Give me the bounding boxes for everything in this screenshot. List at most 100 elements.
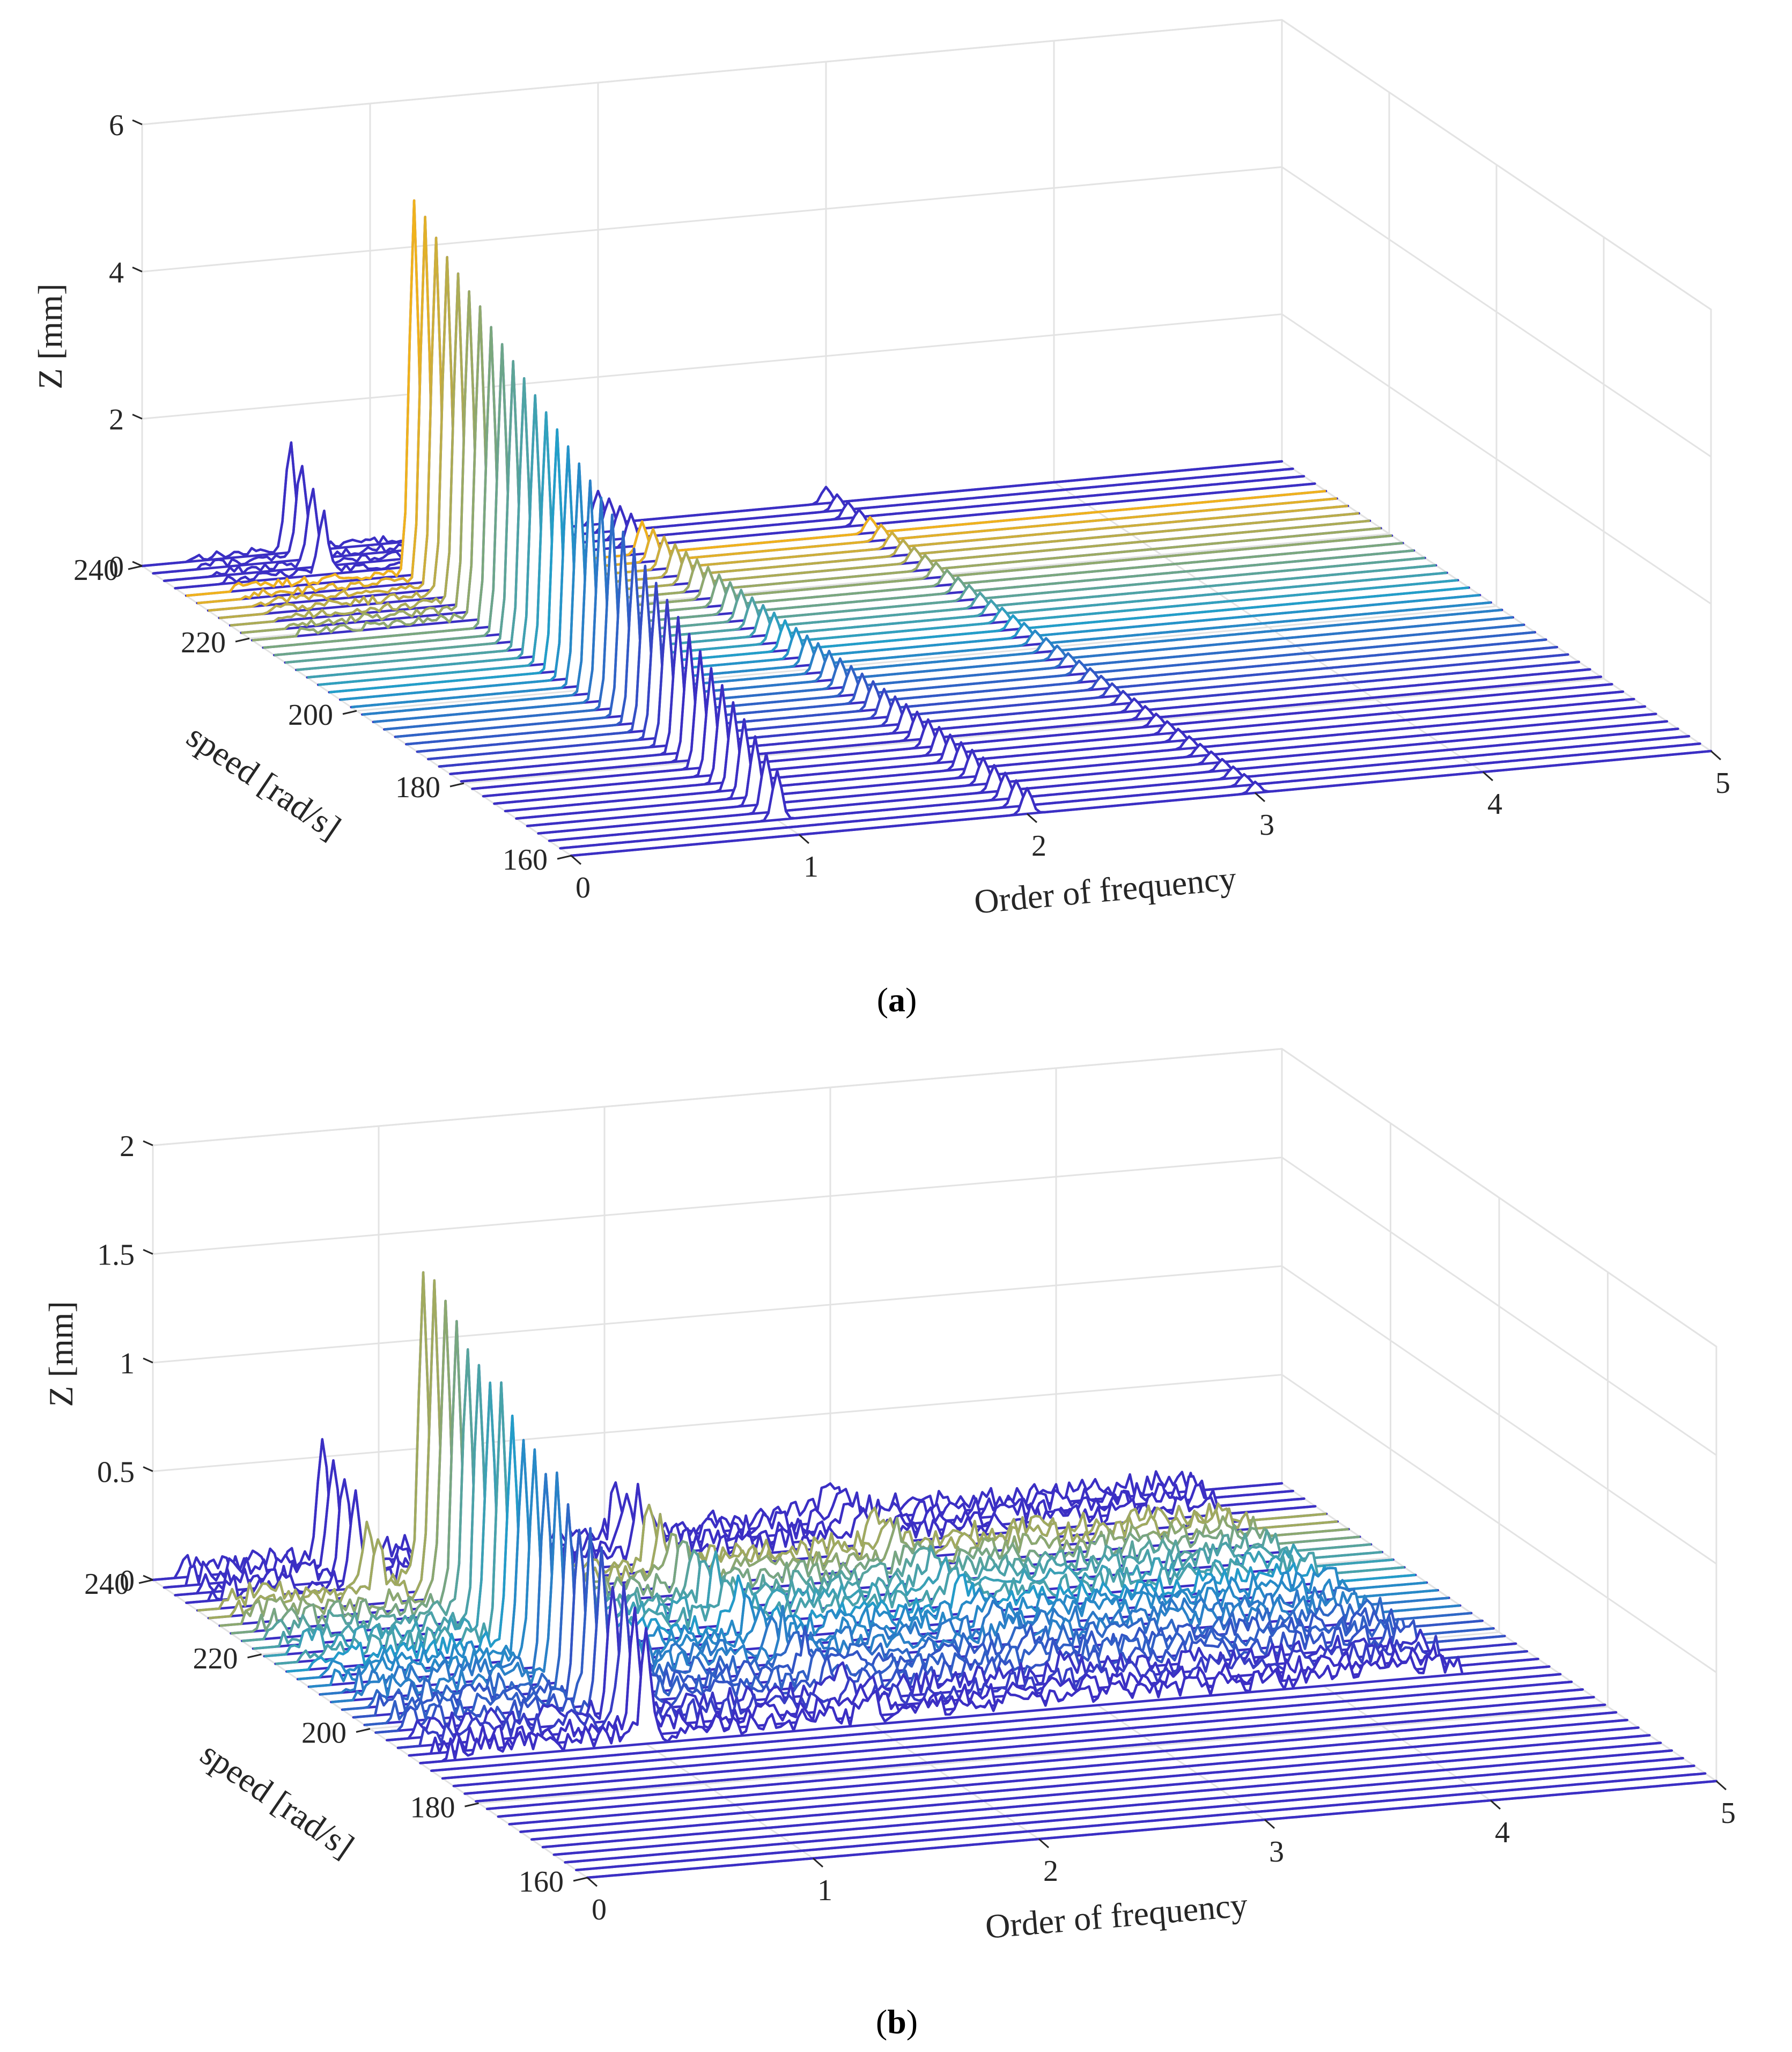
- waterfall-lines: [141, 199, 1713, 857]
- waterfall-trace-line: [340, 445, 1480, 701]
- waterfall-trace-line: [542, 1749, 1672, 1849]
- waterfall-trace-line: [307, 394, 1447, 679]
- waterfall-trace-line: [505, 701, 1646, 813]
- speed-tick-label: 160: [519, 1865, 564, 1899]
- z-tick-label: 2: [109, 403, 124, 437]
- order-tick-label: 2: [1043, 1855, 1058, 1888]
- z-gridline: [142, 166, 1712, 458]
- order-tick-label: 3: [1269, 1835, 1284, 1869]
- waterfall-trace-line: [509, 1726, 1639, 1826]
- order-tick: [1716, 1780, 1727, 1791]
- speed-tick-label: 160: [503, 843, 548, 877]
- speed-tick: [128, 565, 143, 570]
- order-tick-label: 4: [1487, 788, 1502, 821]
- z-tick: [143, 1575, 153, 1581]
- order-tick: [1490, 1799, 1501, 1810]
- order-axis-label: Order of frequency: [984, 1886, 1249, 1946]
- caption-open: (: [877, 981, 888, 1019]
- waterfall-trace-line: [318, 411, 1458, 686]
- z-tick: [143, 1249, 153, 1255]
- waterfall-trace-line: [331, 1471, 1461, 1703]
- speed-tick-label: 200: [301, 1717, 346, 1750]
- z-tick-label: 0.5: [97, 1456, 135, 1489]
- waterfall-trace-line: [498, 1718, 1627, 1818]
- z-tick-label: 0: [120, 1564, 135, 1598]
- waterfall-trace-line: [450, 616, 1590, 775]
- z-gridline: [142, 460, 1712, 752]
- waterfall-trace-line: [364, 1527, 1494, 1726]
- waterfall-trace-line: [461, 632, 1602, 783]
- order-tick: [1264, 1819, 1275, 1829]
- waterfall-trace-line: [560, 742, 1700, 850]
- waterfall-trace-line: [197, 216, 1337, 605]
- speed-tick: [557, 855, 572, 860]
- z-tick: [132, 119, 143, 126]
- order-tick-label: 1: [803, 850, 818, 884]
- z-tick: [143, 1357, 153, 1364]
- caption-letter: a: [888, 981, 905, 1019]
- order-tick: [1255, 792, 1265, 803]
- waterfall-trace-line: [428, 582, 1568, 761]
- waterfall-trace-line: [186, 199, 1326, 597]
- order-tick: [1710, 750, 1721, 761]
- z-tick-label: 6: [109, 109, 124, 142]
- caption-close: ): [906, 2003, 918, 2041]
- waterfall-trace-line: [285, 360, 1425, 664]
- box-outline: [141, 19, 1712, 751]
- caption-letter: b: [887, 2003, 906, 2041]
- waterfall-trace-line: [351, 462, 1491, 709]
- speed-axis-label: speed [rad/s]: [194, 1734, 360, 1865]
- speed-tick: [138, 1579, 153, 1584]
- waterfall-trace-line: [208, 237, 1348, 612]
- waterfall-trace-line: [538, 727, 1678, 835]
- waterfall-trace-line: [476, 1703, 1605, 1803]
- z-tick: [132, 561, 143, 567]
- waterfall-trace-line: [431, 1673, 1561, 1772]
- waterfall-trace-line: [554, 1757, 1683, 1856]
- waterfall-trace-line: [472, 650, 1612, 790]
- waterfall-trace-line: [576, 1772, 1706, 1872]
- order-tick: [1038, 1838, 1049, 1849]
- speed-tick-label: 240: [84, 1568, 129, 1601]
- z-tick: [132, 414, 143, 420]
- z-tick-label: 4: [109, 256, 124, 289]
- z-gridline: [152, 1048, 1717, 1348]
- waterfall-trace-line: [375, 1546, 1505, 1734]
- speed-tick-label: 220: [181, 626, 226, 659]
- waterfall-trace-line: [242, 1348, 1371, 1643]
- panel-caption: (b): [876, 2003, 918, 2041]
- waterfall-trace-line: [565, 1764, 1694, 1864]
- speed-tick-label: 180: [395, 771, 440, 804]
- z-tick-label: 1: [120, 1347, 135, 1380]
- z-tick-label: 2: [120, 1130, 135, 1163]
- floor-gridline: [356, 605, 1497, 712]
- waterfall-trace-line: [395, 531, 1535, 738]
- order-axis-label: Order of frequency: [972, 859, 1238, 921]
- order-tick: [1483, 771, 1493, 782]
- order-tick-label: 5: [1721, 1797, 1736, 1830]
- order-tick-label: 5: [1715, 767, 1730, 800]
- waterfall-trace-line: [384, 513, 1524, 731]
- z-tick-label: 0: [109, 550, 124, 584]
- waterfall-trace-line: [571, 749, 1712, 857]
- waterfall-trace-line: [527, 720, 1668, 827]
- speed-tick: [247, 1653, 262, 1659]
- order-tick: [813, 1857, 823, 1868]
- waterfall-trace-line: [342, 1503, 1472, 1711]
- z-tick-label: 1.5: [97, 1239, 135, 1272]
- waterfall-trace-line: [263, 326, 1403, 649]
- z-tick: [132, 266, 143, 273]
- waterfall-trace-line: [252, 305, 1392, 642]
- speed-tick: [342, 710, 357, 715]
- z-gridline: [152, 1156, 1717, 1456]
- waterfall-trace: [185, 199, 1328, 597]
- waterfall-trace-line: [406, 547, 1546, 746]
- z-tick: [143, 1466, 153, 1472]
- waterfall-trace-line: [587, 1779, 1717, 1879]
- waterfall-trace-line: [442, 1680, 1572, 1780]
- box-outline: [152, 1048, 1717, 1781]
- order-tick-label: 3: [1259, 808, 1274, 842]
- speed-tick-label: 240: [73, 554, 119, 587]
